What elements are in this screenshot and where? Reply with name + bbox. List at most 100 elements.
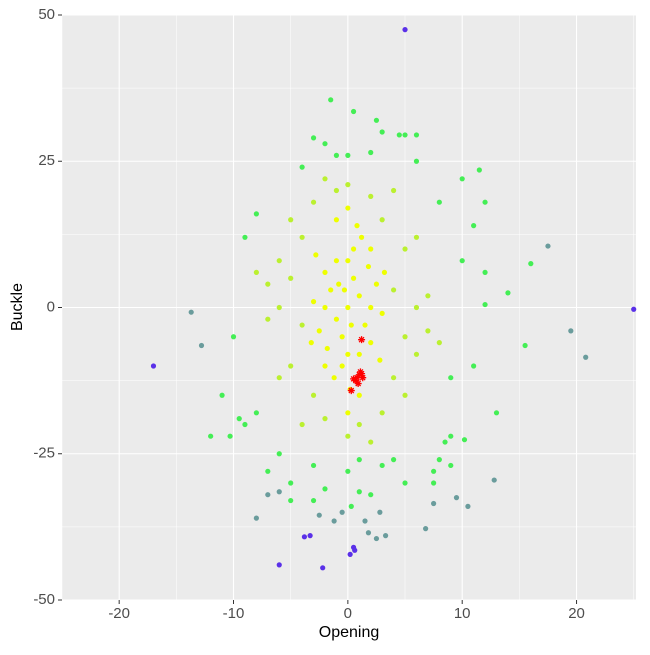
point (150, 363, 157, 369)
point (390, 287, 397, 293)
point (465, 503, 471, 509)
point (368, 193, 374, 199)
point (253, 515, 259, 521)
point (310, 462, 317, 469)
point (528, 261, 534, 267)
point (356, 392, 362, 398)
point (471, 363, 477, 369)
point (358, 234, 365, 240)
point (356, 293, 362, 299)
point (402, 27, 408, 33)
point (345, 304, 351, 311)
point (379, 410, 385, 416)
x-tick-label: 0 (344, 605, 352, 622)
y-tick-label: -25 (33, 445, 55, 462)
point (345, 258, 351, 264)
point (482, 269, 488, 275)
point (353, 374, 361, 382)
point (236, 416, 242, 422)
point (333, 152, 340, 158)
point (377, 357, 383, 363)
point (390, 187, 397, 194)
point (322, 486, 328, 492)
point (299, 322, 305, 328)
point (328, 97, 334, 103)
point (339, 363, 345, 369)
point (331, 518, 337, 524)
point (333, 258, 340, 264)
point (373, 281, 380, 287)
point (368, 246, 374, 252)
point (348, 503, 354, 509)
point (348, 322, 354, 328)
point (482, 301, 488, 308)
point (379, 462, 385, 469)
point (522, 342, 528, 349)
point (265, 492, 271, 498)
point (493, 410, 500, 416)
point (471, 223, 477, 229)
point (368, 492, 374, 498)
point (316, 328, 322, 334)
point (320, 565, 326, 571)
point (322, 141, 328, 147)
point (301, 534, 308, 540)
point (345, 433, 351, 439)
point (288, 497, 294, 504)
point (336, 281, 342, 287)
point (358, 370, 366, 378)
x-tick-label: -20 (108, 605, 130, 622)
point (310, 135, 317, 141)
point (354, 380, 362, 388)
point (345, 152, 351, 158)
point (358, 336, 366, 344)
point (545, 243, 551, 249)
point (310, 299, 317, 305)
point (208, 433, 214, 439)
point (423, 526, 429, 532)
point (436, 199, 442, 205)
point (345, 410, 351, 416)
point (368, 304, 374, 311)
point (345, 182, 351, 188)
point (402, 392, 408, 398)
point (299, 164, 305, 170)
point (350, 108, 357, 115)
point (402, 132, 408, 138)
point (316, 512, 322, 518)
point (198, 342, 205, 349)
point (276, 562, 282, 568)
point (431, 468, 437, 474)
point (350, 544, 357, 550)
point (402, 480, 408, 486)
point (322, 416, 328, 422)
point (356, 489, 362, 495)
point (347, 387, 355, 395)
point (354, 223, 360, 229)
point (345, 468, 351, 474)
point (265, 468, 271, 474)
point (568, 328, 574, 334)
point (459, 258, 465, 264)
point (333, 316, 340, 322)
point (345, 351, 351, 357)
point (381, 269, 388, 275)
point (431, 500, 437, 507)
point (276, 375, 282, 381)
point (288, 480, 294, 486)
point (390, 457, 397, 463)
point (359, 374, 367, 382)
point (308, 340, 314, 346)
point (373, 117, 380, 123)
point (339, 509, 345, 515)
y-tick-label: 50 (38, 6, 55, 23)
point (436, 457, 442, 463)
point (331, 375, 337, 381)
point (368, 340, 374, 346)
point (307, 533, 313, 539)
point (373, 535, 380, 542)
point (324, 345, 330, 352)
point (365, 530, 372, 536)
point (230, 334, 237, 340)
